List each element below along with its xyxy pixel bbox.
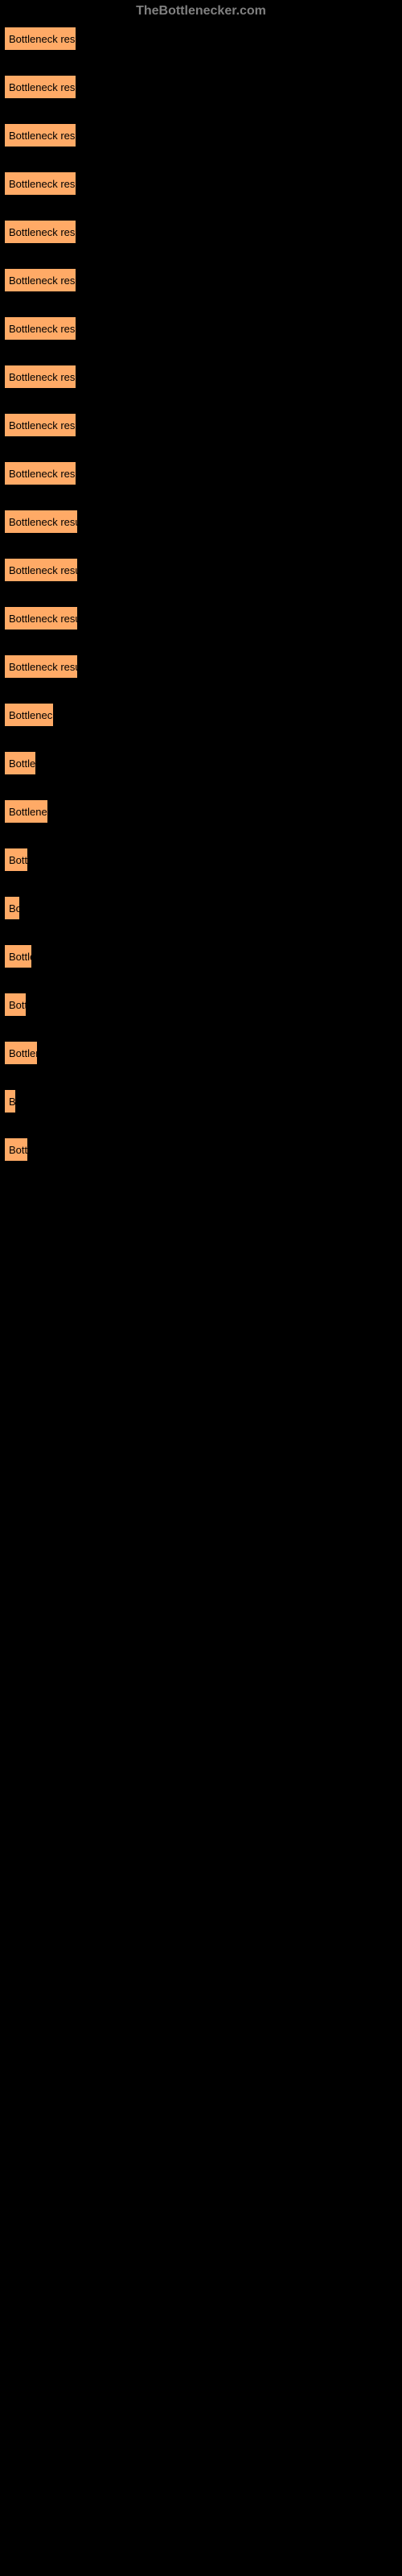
bar: Bottleneck result: [4, 510, 78, 534]
bar: Bottlenec: [4, 751, 36, 775]
bar-row: Bottlene: [4, 944, 398, 968]
site-title: TheBottlenecker.com: [136, 4, 266, 18]
bar: Bottleneck result: [4, 365, 76, 389]
bar-row: Bottlen: [4, 1137, 398, 1162]
bar: Bo: [4, 1089, 16, 1113]
bar-row: Bottlen: [4, 848, 398, 872]
bar: Bottle: [4, 993, 27, 1017]
bar: Bottleneck result: [4, 220, 76, 244]
bar: Bottleneck result: [4, 558, 78, 582]
bar-row: Bottleneck re: [4, 703, 398, 727]
bar-row: Bottleneck result: [4, 123, 398, 147]
bar: Bottleneck r: [4, 799, 48, 824]
bar-row: Bottleneck result: [4, 558, 398, 582]
bar-row: Bo: [4, 1089, 398, 1113]
bar: Bottlen: [4, 1137, 28, 1162]
bar-chart: Bottleneck result Bottleneck result Bottle…: [0, 23, 402, 1190]
bar-row: Bottleneck result: [4, 75, 398, 99]
bar-row: Bottleneck result: [4, 413, 398, 437]
bar: Bottleneck result: [4, 27, 76, 51]
bar-row: Bot: [4, 896, 398, 920]
bar: Bottleneck result: [4, 75, 76, 99]
bar: Bot: [4, 896, 20, 920]
bar: Bottleneck result: [4, 606, 78, 630]
bar-row: Bottle: [4, 993, 398, 1017]
bar-row: Bottleneck r: [4, 799, 398, 824]
bar-row: Bottleneck result: [4, 268, 398, 292]
bar: Bottleneck result: [4, 316, 76, 341]
bar: Bottlene: [4, 944, 32, 968]
bar: Bottlenec: [4, 1041, 38, 1065]
bar-row: Bottleneck result: [4, 461, 398, 485]
bar-row: Bottlenec: [4, 751, 398, 775]
bar-row: Bottleneck result: [4, 316, 398, 341]
bar-row: Bottleneck result: [4, 654, 398, 679]
bar-row: Bottleneck result: [4, 171, 398, 196]
bar: Bottleneck re: [4, 703, 54, 727]
bar: Bottleneck result: [4, 268, 76, 292]
bar-row: Bottleneck result: [4, 510, 398, 534]
bar-row: Bottleneck result: [4, 365, 398, 389]
site-header: TheBottlenecker.com: [0, 0, 402, 23]
bar-row: Bottleneck result: [4, 220, 398, 244]
bar: Bottleneck result: [4, 413, 76, 437]
bar-row: Bottleneck result: [4, 606, 398, 630]
bar: Bottleneck result: [4, 171, 76, 196]
bar-row: Bottlenec: [4, 1041, 398, 1065]
bar: Bottleneck result: [4, 461, 76, 485]
bar-row: Bottleneck result: [4, 27, 398, 51]
bar: Bottleneck result: [4, 654, 78, 679]
bar: Bottlen: [4, 848, 28, 872]
bar: Bottleneck result: [4, 123, 76, 147]
